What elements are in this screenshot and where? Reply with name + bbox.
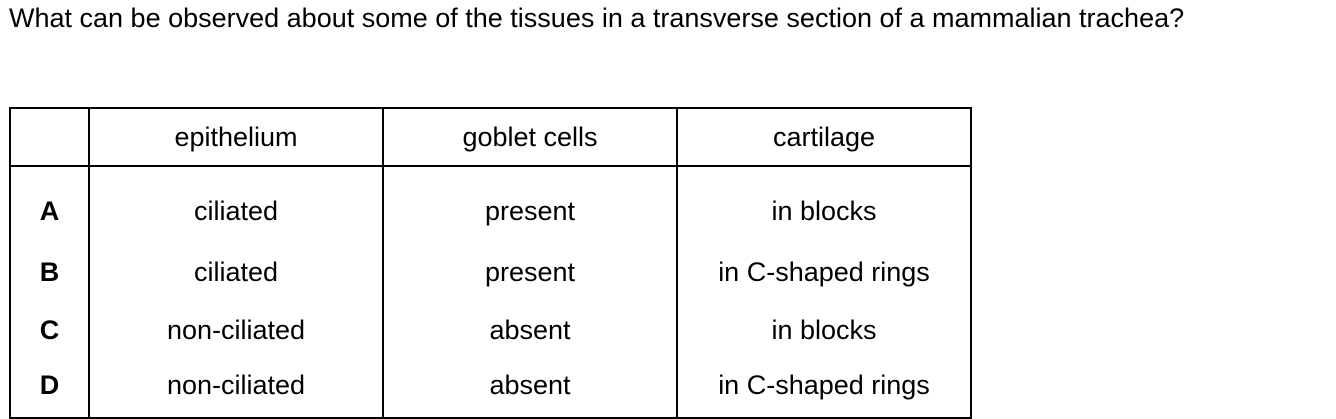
goblet-cells-cell: absent <box>382 359 678 419</box>
header-epithelium: epithelium <box>88 107 384 167</box>
goblet-cells-cell: present <box>382 243 678 301</box>
epithelium-cell: non-ciliated <box>88 359 384 419</box>
option-row-c[interactable]: C non-ciliated absent in blocks <box>9 301 972 359</box>
option-label: B <box>9 243 90 301</box>
cartilage-cell: in C-shaped rings <box>676 243 972 301</box>
goblet-cells-cell: present <box>382 166 678 243</box>
goblet-cells-cell: absent <box>382 301 678 359</box>
option-row-a[interactable]: A ciliated present in blocks <box>9 166 972 243</box>
cartilage-cell: in blocks <box>676 166 972 243</box>
option-row-b[interactable]: B ciliated present in C-shaped rings <box>9 243 972 301</box>
table-header-row: epithelium goblet cells cartilage <box>9 107 972 167</box>
epithelium-cell: ciliated <box>88 166 384 243</box>
option-label: D <box>9 359 90 419</box>
cartilage-cell: in C-shaped rings <box>676 359 972 419</box>
options-table: epithelium goblet cells cartilage A cili… <box>9 107 972 419</box>
option-label: A <box>9 166 90 243</box>
option-label: C <box>9 301 90 359</box>
option-row-d[interactable]: D non-ciliated absent in C-shaped rings <box>9 359 972 419</box>
epithelium-cell: non-ciliated <box>88 301 384 359</box>
header-cartilage: cartilage <box>676 107 972 167</box>
header-empty-cell <box>9 107 90 167</box>
cartilage-cell: in blocks <box>676 301 972 359</box>
question-text: What can be observed about some of the t… <box>9 3 1185 33</box>
epithelium-cell: ciliated <box>88 243 384 301</box>
header-goblet-cells: goblet cells <box>382 107 678 167</box>
